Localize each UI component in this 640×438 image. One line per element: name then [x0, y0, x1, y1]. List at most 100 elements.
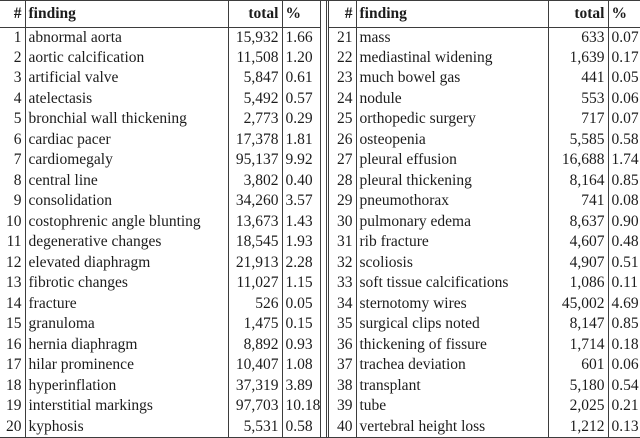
percent-cell: 1.20	[285, 48, 313, 66]
table-row: 36 thickening of fissure 1,714 0.18	[327, 334, 640, 355]
table-row: 20 kyphosis 5,531 0.58	[0, 416, 320, 437]
total-cell: 11,508	[228, 47, 283, 68]
percent-cell: 0.13	[611, 417, 639, 435]
finding-cell: atelectasis	[25, 88, 229, 109]
finding-cell: cardiac pacer	[25, 129, 229, 150]
row-number-cell: 25	[327, 109, 357, 130]
percent-cell: 0.93	[285, 335, 313, 353]
total-cell: 95,137	[228, 150, 283, 171]
finding-cell: sternotomy wires	[356, 293, 549, 314]
row-number-cell: 20	[0, 416, 26, 437]
total-cell: 17,378	[228, 129, 283, 150]
row-number-cell: 27	[327, 150, 357, 171]
table-row: 24 nodule 553 0.06	[327, 88, 640, 109]
findings-table-left: # finding total % 1 abnormal aorta 15,932 1…	[0, 1, 321, 437]
row-number-cell: 6	[0, 129, 26, 150]
col-header-finding: finding	[356, 1, 549, 28]
table-row: 27 pleural effusion 16,688 1.74	[327, 150, 640, 171]
table-row: 17 hilar prominence 10,407 1.08	[0, 355, 320, 376]
total-cell: 5,180	[548, 375, 609, 396]
total-cell: 1,475	[228, 314, 283, 335]
table-row: 14 fracture 526 0.05	[0, 293, 320, 314]
finding-cell: hyperinflation	[25, 375, 229, 396]
finding-cell: osteopenia	[356, 129, 549, 150]
row-number-cell: 31	[327, 232, 357, 253]
percent-cell: 1.81	[285, 130, 313, 148]
row-number-cell: 22	[327, 47, 357, 68]
findings-table-right: # finding total % 21 mass 633 0.07 22 mediast…	[325, 1, 640, 437]
percent-cell: 0.05	[611, 69, 639, 87]
percent-cell: 0.15	[285, 315, 313, 333]
col-header-percent: %	[608, 1, 640, 28]
percent-cell: 3.57	[285, 192, 313, 210]
row-number-cell: 19	[0, 396, 26, 417]
percent-cell: 10.18	[285, 397, 321, 415]
total-cell: 8,637	[548, 211, 609, 232]
finding-cell: vertebral height loss	[356, 416, 549, 437]
row-number-cell: 36	[327, 334, 357, 355]
finding-cell: orthopedic surgery	[356, 109, 549, 130]
row-number-cell: 37	[327, 355, 357, 376]
table-row: 7 cardiomegaly 95,137 9.92	[0, 150, 320, 171]
total-cell: 8,892	[228, 334, 283, 355]
finding-cell: tube	[356, 396, 549, 417]
row-number-cell: 29	[327, 191, 357, 212]
finding-cell: nodule	[356, 88, 549, 109]
row-number-cell: 33	[327, 273, 357, 294]
finding-cell: aortic calcification	[25, 47, 229, 68]
table-row: 40 vertebral height loss 1,212 0.13	[327, 416, 640, 437]
table-row: 38 transplant 5,180 0.54	[327, 375, 640, 396]
total-cell: 741	[548, 191, 609, 212]
table-row: 30 pulmonary edema 8,637 0.90	[327, 211, 640, 232]
table-row: 18 hyperinflation 37,319 3.89	[0, 375, 320, 396]
total-cell: 21,913	[228, 252, 283, 273]
percent-cell: 1.93	[285, 233, 313, 251]
row-number-cell: 38	[327, 375, 357, 396]
table-row: 19 interstitial markings 97,703 10.18	[0, 396, 320, 417]
percent-cell: 0.40	[285, 171, 313, 189]
table-row: 39 tube 2,025 0.21	[327, 396, 640, 417]
row-number-cell: 14	[0, 293, 26, 314]
percent-cell: 1.15	[285, 274, 313, 292]
total-cell: 5,847	[228, 68, 283, 89]
total-cell: 8,164	[548, 170, 609, 191]
table-row: 25 orthopedic surgery 717 0.07	[327, 109, 640, 130]
percent-cell: 0.08	[611, 192, 639, 210]
total-cell: 2,773	[228, 109, 283, 130]
finding-cell: kyphosis	[25, 416, 229, 437]
table-row: 33 soft tissue calcifications 1,086 0.11	[327, 273, 640, 294]
total-cell: 441	[548, 68, 609, 89]
table-row: 16 hernia diaphragm 8,892 0.93	[0, 334, 320, 355]
percent-cell: 0.85	[611, 315, 639, 333]
total-cell: 18,545	[228, 232, 283, 253]
finding-cell: pneumothorax	[356, 191, 549, 212]
finding-cell: mediastinal widening	[356, 47, 549, 68]
total-cell: 10,407	[228, 355, 283, 376]
percent-cell: 1.74	[611, 151, 639, 169]
table-row: 11 degenerative changes 18,545 1.93	[0, 232, 320, 253]
percent-cell: 0.06	[611, 356, 639, 374]
percent-cell: 1.08	[285, 356, 313, 374]
total-cell: 15,932	[228, 27, 283, 48]
table-row: 13 fibrotic changes 11,027 1.15	[0, 273, 320, 294]
finding-cell: rib fracture	[356, 232, 549, 253]
finding-cell: soft tissue calcifications	[356, 273, 549, 294]
col-header-finding: finding	[25, 1, 229, 28]
finding-cell: fibrotic changes	[25, 273, 229, 294]
finding-cell: granuloma	[25, 314, 229, 335]
row-number-cell: 15	[0, 314, 26, 335]
row-number-cell: 23	[327, 68, 357, 89]
row-number-cell: 24	[327, 88, 357, 109]
col-header-percent: %	[282, 1, 320, 28]
total-cell: 526	[228, 293, 283, 314]
finding-cell: mass	[356, 27, 549, 48]
row-number-cell: 21	[327, 27, 357, 48]
table-row: 32 scoliosis 4,907 0.51	[327, 252, 640, 273]
finding-cell: thickening of fissure	[356, 334, 549, 355]
table-row: 8 central line 3,802 0.40	[0, 170, 320, 191]
row-number-cell: 35	[327, 314, 357, 335]
table-row: 1 abnormal aorta 15,932 1.66	[0, 27, 320, 48]
total-cell: 3,802	[228, 170, 283, 191]
table-row: 35 surgical clips noted 8,147 0.85	[327, 314, 640, 335]
